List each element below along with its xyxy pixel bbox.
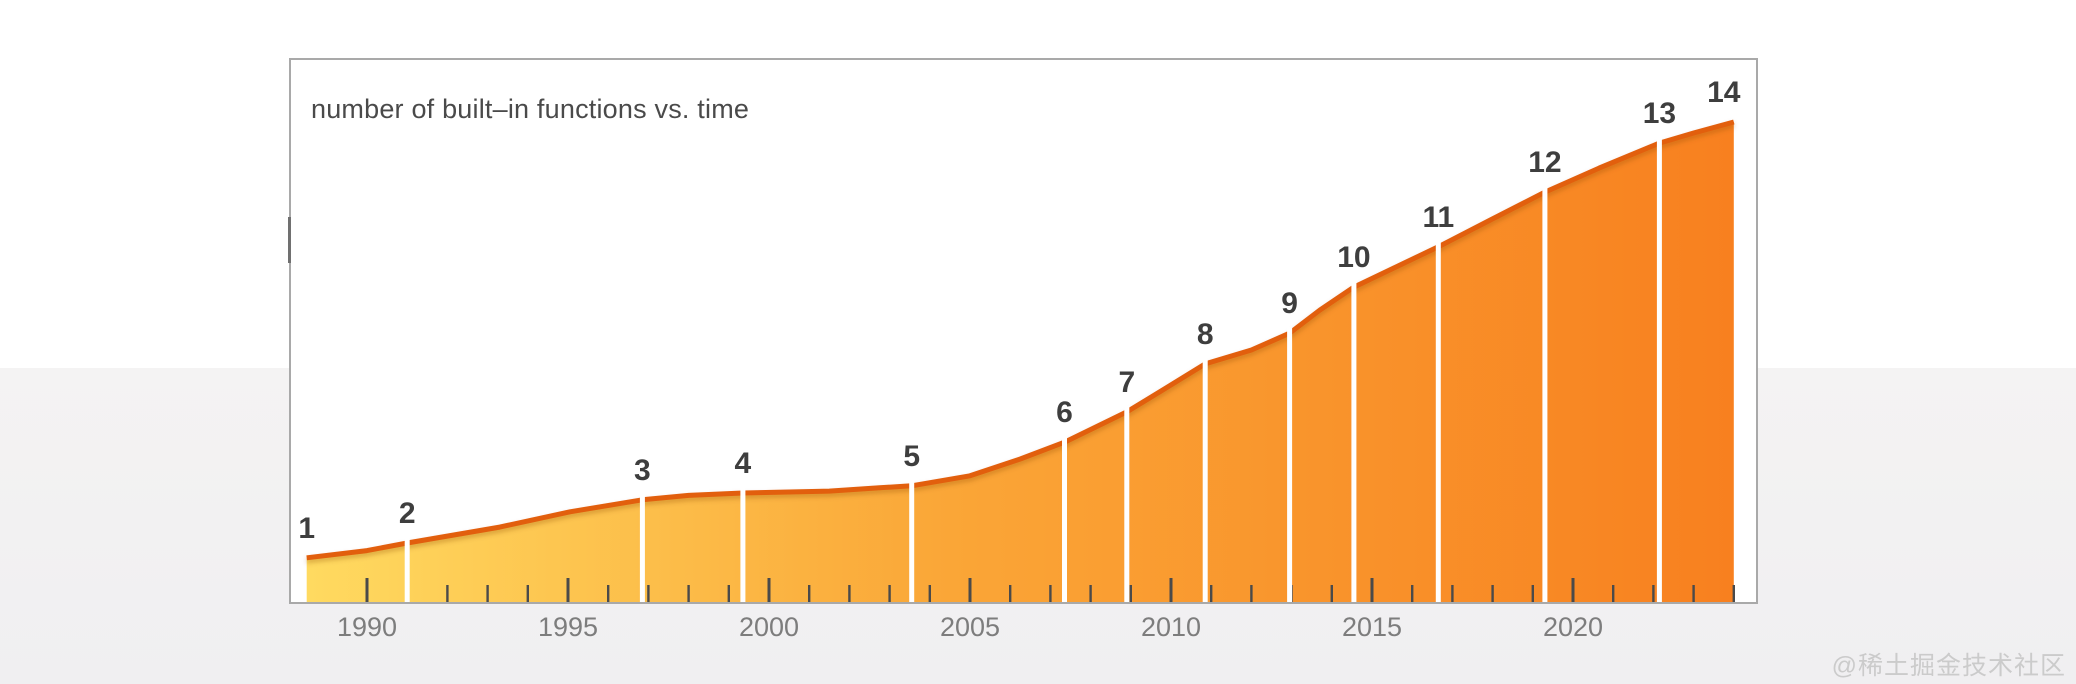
version-label: 13 — [1643, 97, 1676, 130]
version-divider — [909, 479, 915, 602]
chart-title: number of built–in functions vs. time — [311, 94, 750, 124]
version-label: 2 — [399, 497, 416, 530]
area-fill — [306, 122, 1734, 602]
x-axis-label: 2010 — [1140, 612, 1202, 642]
version-label: 12 — [1528, 146, 1561, 179]
version-label: 10 — [1337, 241, 1370, 274]
version-label: 4 — [735, 447, 752, 480]
version-divider — [1202, 357, 1208, 602]
version-divider — [1062, 436, 1067, 602]
version-divider — [1435, 240, 1441, 602]
version-label: 11 — [1422, 201, 1454, 234]
version-label: 3 — [634, 454, 651, 487]
version-label: 1 — [298, 512, 315, 545]
y-axis-notch — [288, 217, 291, 263]
watermark: @稀土掘金技术社区 — [1831, 652, 2066, 680]
version-divider — [1656, 137, 1662, 602]
version-divider — [404, 537, 410, 602]
version-divider — [1542, 186, 1548, 602]
x-axis-label: 2000 — [738, 612, 800, 642]
version-divider — [1351, 281, 1357, 602]
version-divider — [639, 493, 645, 602]
version-label: 9 — [1281, 287, 1298, 320]
version-divider — [1124, 405, 1130, 602]
version-label: 5 — [903, 440, 920, 473]
x-axis-label: 1990 — [336, 612, 398, 642]
x-axis-label: 2020 — [1542, 612, 1604, 642]
x-axis-label: 1995 — [537, 612, 599, 642]
version-divider — [1287, 327, 1293, 602]
version-label: 6 — [1056, 396, 1073, 429]
version-label: 7 — [1118, 366, 1135, 399]
x-axis-label: 2005 — [939, 612, 1001, 642]
version-divider — [740, 487, 746, 602]
x-axis-label: 2015 — [1341, 612, 1403, 642]
version-label: 14 — [1707, 76, 1741, 109]
version-label: 8 — [1197, 318, 1214, 351]
